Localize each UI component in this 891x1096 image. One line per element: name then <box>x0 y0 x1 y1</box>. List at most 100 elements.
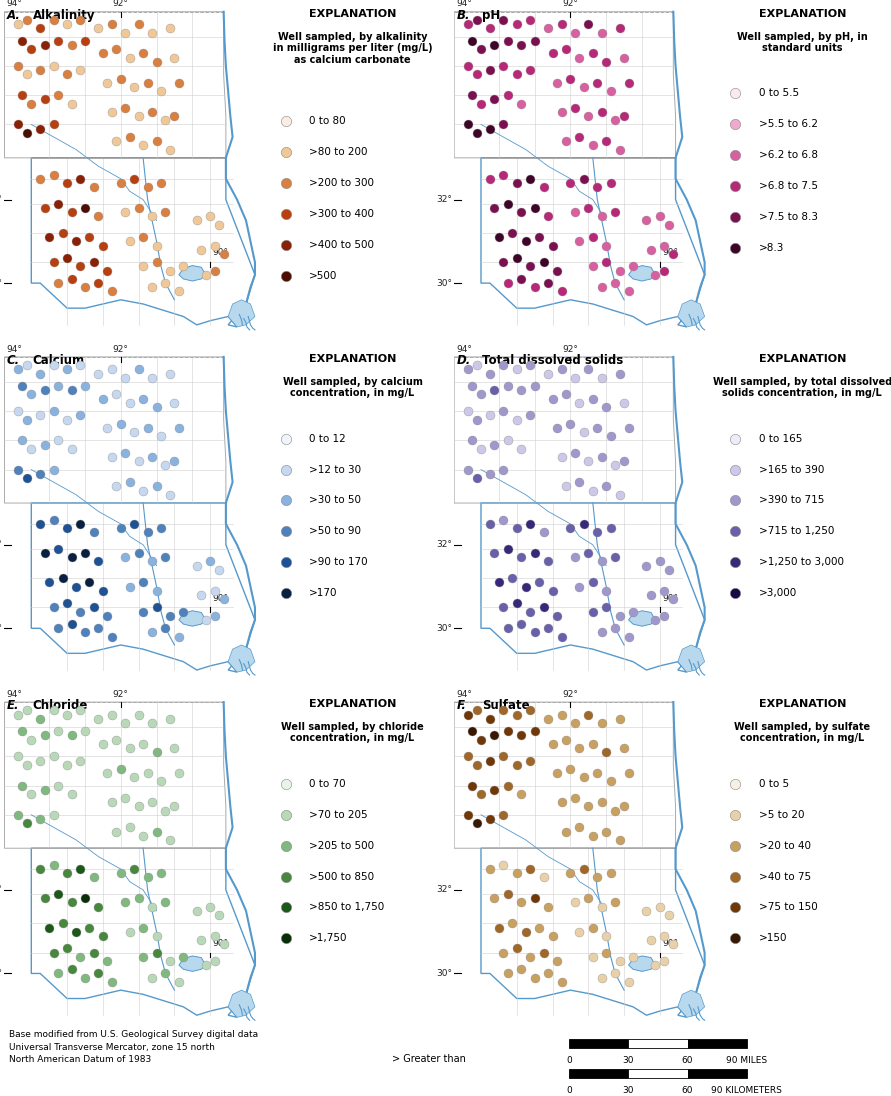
Point <box>114 865 128 882</box>
Point <box>510 520 524 537</box>
Point <box>46 356 61 374</box>
Point <box>554 628 568 646</box>
Point <box>603 865 617 882</box>
Point <box>470 356 484 374</box>
Point <box>141 73 155 91</box>
Point <box>123 923 137 940</box>
Point <box>581 453 595 470</box>
Point <box>599 743 613 761</box>
Text: 92°: 92° <box>113 689 128 699</box>
Point <box>132 107 146 125</box>
Point <box>136 603 151 620</box>
Point <box>728 430 742 447</box>
Polygon shape <box>31 503 255 672</box>
Polygon shape <box>678 990 705 1017</box>
Point <box>514 548 528 566</box>
Point <box>37 91 52 109</box>
Point <box>119 99 133 116</box>
Point <box>33 365 47 383</box>
Point <box>621 419 635 436</box>
Polygon shape <box>228 300 255 327</box>
Point <box>60 411 74 429</box>
Point <box>145 103 159 121</box>
Point <box>658 237 672 254</box>
Point <box>461 116 475 134</box>
Point <box>150 478 164 495</box>
Point <box>278 899 292 916</box>
Point <box>599 582 613 600</box>
Point <box>496 806 511 823</box>
Text: EXPLANATION: EXPLANATION <box>309 354 396 364</box>
Point <box>208 237 222 254</box>
Point <box>110 731 124 749</box>
Bar <box>628 1039 688 1048</box>
Point <box>64 381 78 399</box>
Point <box>649 266 663 284</box>
Point <box>194 932 208 949</box>
Point <box>626 258 641 275</box>
Point <box>199 612 213 629</box>
Point <box>60 249 74 266</box>
Text: 90 KILOMETERS: 90 KILOMETERS <box>712 1086 782 1095</box>
Point <box>640 902 654 920</box>
Point <box>599 398 613 415</box>
Point <box>599 598 613 616</box>
Point <box>33 710 47 728</box>
Text: >7.5 to 8.3: >7.5 to 8.3 <box>759 213 818 222</box>
Point <box>64 785 78 802</box>
Point <box>483 465 497 482</box>
Point <box>510 939 524 957</box>
Point <box>55 225 69 242</box>
Point <box>150 598 164 616</box>
Text: 90°: 90° <box>212 938 228 948</box>
Point <box>51 722 65 740</box>
Point <box>159 274 173 292</box>
Point <box>100 262 114 279</box>
Point <box>728 553 742 571</box>
Point <box>594 369 609 387</box>
Point <box>559 731 573 749</box>
Point <box>51 432 65 449</box>
Point <box>496 747 511 765</box>
Text: 92°: 92° <box>113 0 128 9</box>
Text: C.: C. <box>6 354 20 367</box>
Point <box>163 710 177 728</box>
Text: >205 to 500: >205 to 500 <box>309 841 374 850</box>
Point <box>78 199 92 217</box>
Point <box>20 469 34 487</box>
Point <box>73 11 87 28</box>
Point <box>150 582 164 600</box>
Point <box>514 36 528 54</box>
Point <box>136 137 151 155</box>
Point <box>24 439 38 457</box>
Point <box>662 561 676 579</box>
Bar <box>569 1069 628 1078</box>
Text: >5.5 to 6.2: >5.5 to 6.2 <box>759 119 818 129</box>
Point <box>487 381 502 399</box>
Point <box>514 204 528 221</box>
Point <box>496 944 511 961</box>
Point <box>95 582 110 600</box>
Point <box>20 11 34 28</box>
Point <box>603 773 617 790</box>
Point <box>168 798 182 815</box>
Point <box>612 20 626 37</box>
Text: Chloride: Chloride <box>33 699 88 712</box>
Point <box>728 929 742 947</box>
Text: >80 to 200: >80 to 200 <box>309 147 368 157</box>
Text: A.: A. <box>6 9 20 22</box>
Point <box>73 258 87 275</box>
Point <box>159 619 173 637</box>
Point <box>24 41 38 58</box>
Point <box>78 890 92 907</box>
Point <box>523 515 537 533</box>
Point <box>483 515 497 533</box>
Point <box>470 756 484 774</box>
Point <box>585 258 600 275</box>
Text: Alkalinity: Alkalinity <box>33 9 95 22</box>
Point <box>150 253 164 271</box>
Point <box>123 128 137 146</box>
Point <box>662 216 676 233</box>
Point <box>523 11 537 28</box>
Point <box>541 365 555 383</box>
